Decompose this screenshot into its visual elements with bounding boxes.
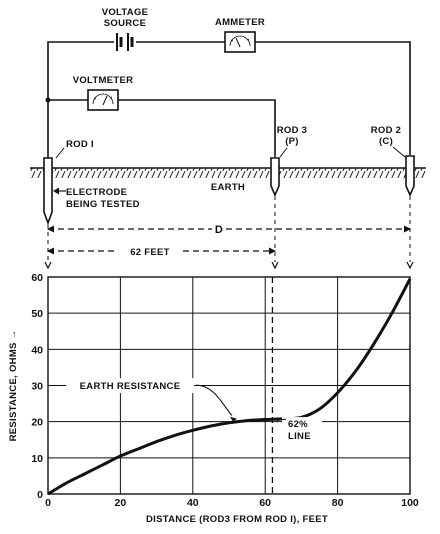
dimension-d-left-arrow (47, 225, 54, 233)
earth-surface (30, 167, 426, 178)
voltmeter-label: VOLTMETER (73, 75, 134, 86)
x-tick-label: 20 (115, 497, 127, 509)
rod3-leader-line (279, 147, 288, 158)
dimension-62-right-arrow (269, 247, 276, 255)
line-label-62-percent: 62% (288, 419, 308, 430)
voltage-source-label-line2: SOURCE (104, 18, 146, 29)
electrode-arrow (53, 187, 66, 195)
x-tick-label: 0 (45, 497, 51, 509)
rod3-label-line1: ROD 3 (277, 125, 308, 136)
rod2-leader-line (392, 146, 406, 158)
dimension-62-left-arrow (47, 247, 54, 255)
x-tick-label: 60 (259, 497, 271, 509)
y-axis-label: RESISTANCE, OHMS → (8, 330, 19, 442)
chart-annotations: EARTH RESISTANCE 62%LINE (66, 378, 322, 444)
axis-ticks: 0 20 40 60 80 100 0 10 20 30 40 50 60 (31, 272, 419, 509)
y-tick-label: 40 (31, 344, 43, 356)
curve-label-arrowhead (230, 416, 237, 422)
projection-arrowheads (44, 261, 414, 270)
electrode-label-line1: ELECTRODE (66, 187, 127, 198)
x-tick-label: 40 (187, 497, 199, 509)
line-label-leader (276, 418, 287, 422)
rod3-electrode (270, 157, 280, 197)
ammeter-label: AMMETER (215, 17, 265, 28)
electrode-label-line2: BEING TESTED (66, 199, 140, 210)
resistance-chart: 0 20 40 60 80 100 0 10 20 30 40 50 60 EARTH RESISTAN… (8, 272, 419, 525)
y-tick-label: 10 (31, 453, 43, 465)
dimension-62-label: 62 FEET (130, 247, 170, 258)
rod1-leader-line (55, 147, 65, 159)
rod3-label-line2: (P) (285, 136, 299, 147)
rod2-electrode (405, 155, 415, 197)
earth-label: EARTH (211, 182, 245, 193)
y-tick-label: 20 (31, 417, 43, 429)
circuit-schematic: VOLTAGE SOURCE AMMETER VOLTMETER EARTH (30, 7, 426, 270)
chart-series (47, 278, 412, 496)
line-label-line: LINE (288, 431, 311, 442)
ammeter-icon (224, 31, 256, 53)
rod2-label-line2: (C) (379, 136, 393, 147)
battery-icon (116, 33, 134, 51)
rod1-electrode (43, 157, 53, 226)
y-tick-label: 50 (31, 308, 43, 320)
dimension-d-label: D (215, 224, 223, 236)
y-tick-label: 0 (37, 489, 43, 501)
line-label-background (282, 417, 322, 444)
rod2-label-line1: ROD 2 (371, 125, 402, 136)
rod1-label: ROD I (66, 139, 94, 150)
circuit-wires (47, 41, 411, 158)
x-tick-label: 100 (401, 497, 419, 509)
projection-guides (47, 196, 411, 262)
y-tick-label: 30 (31, 381, 43, 393)
x-tick-label: 80 (332, 497, 344, 509)
voltage-source-label-line1: VOLTAGE (102, 7, 149, 18)
y-tick-label: 60 (31, 272, 43, 284)
voltmeter-icon (87, 89, 119, 111)
plot-frame (47, 276, 411, 495)
curve-label-background (66, 378, 194, 394)
wire-junction-dot (45, 97, 51, 103)
x-axis-label: DISTANCE (ROD3 FROM ROD I), FEET (146, 514, 328, 525)
dimension-d-right-arrow (404, 225, 411, 233)
curve-label-leader (195, 384, 233, 416)
earth-resistance-curve (47, 278, 412, 496)
earth-resistance-label: EARTH RESISTANCE (80, 381, 181, 392)
